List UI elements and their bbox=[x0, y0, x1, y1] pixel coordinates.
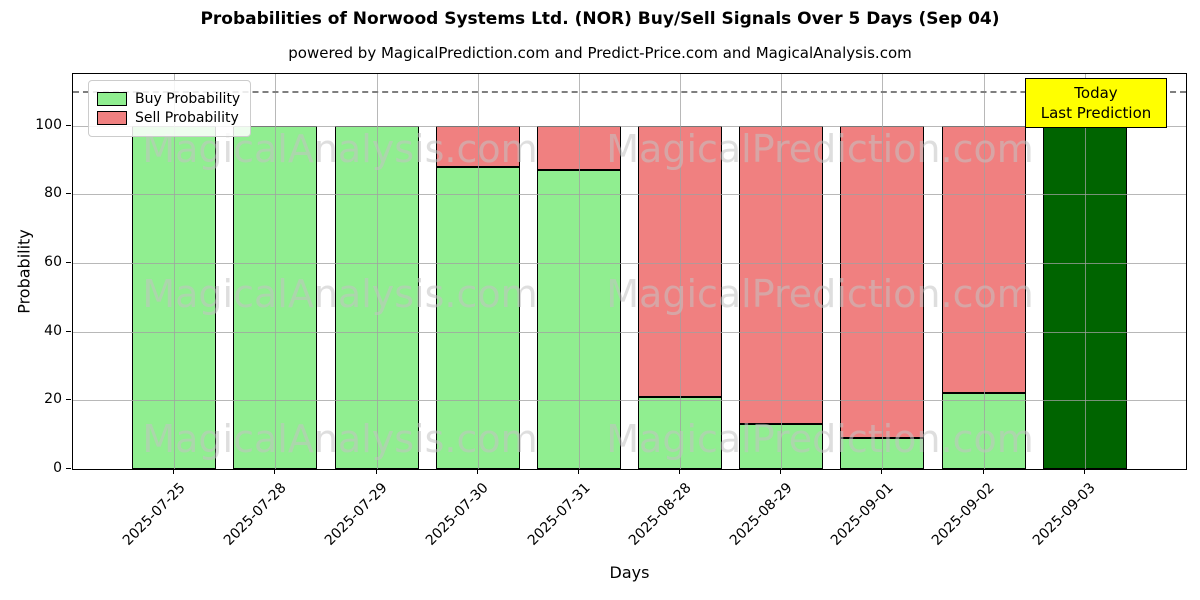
legend-item-buy: Buy Probability bbox=[97, 91, 240, 107]
y-tick-label: 40 bbox=[44, 322, 62, 339]
x-tick-mark bbox=[274, 469, 276, 474]
legend-label: Buy Probability bbox=[135, 91, 241, 107]
x-axis-label: Days bbox=[609, 563, 650, 582]
annotation-line-2: Last Prediction bbox=[1040, 104, 1152, 122]
x-tick-mark bbox=[173, 469, 175, 474]
legend-label: Sell Probability bbox=[135, 110, 239, 126]
v-gridline bbox=[578, 74, 580, 469]
y-tick-label: 100 bbox=[35, 116, 62, 133]
plot-area bbox=[72, 73, 1187, 470]
y-axis-label: Probability bbox=[14, 229, 34, 314]
chart-subtitle: powered by MagicalPrediction.com and Pre… bbox=[288, 44, 912, 62]
legend: Buy Probability Sell Probability bbox=[88, 80, 252, 137]
y-tick-mark bbox=[66, 399, 71, 401]
y-tick-mark bbox=[66, 330, 71, 332]
x-tick-mark bbox=[982, 469, 984, 474]
y-tick-mark bbox=[66, 124, 71, 126]
v-gridline bbox=[174, 74, 176, 469]
h-gridline bbox=[73, 125, 1186, 127]
v-gridline bbox=[882, 74, 884, 469]
annotation-line-1: Today bbox=[1074, 84, 1118, 102]
today-annotation-box: Today Last Prediction bbox=[1025, 78, 1167, 128]
v-gridline bbox=[275, 74, 277, 469]
y-tick-mark bbox=[66, 468, 71, 469]
v-gridline bbox=[376, 74, 378, 469]
y-tick-mark bbox=[66, 193, 71, 195]
h-gridline bbox=[73, 400, 1186, 402]
y-tick-label: 0 bbox=[53, 460, 62, 476]
x-tick-mark bbox=[375, 469, 377, 474]
h-gridline bbox=[73, 331, 1186, 333]
h-gridline bbox=[73, 262, 1186, 264]
x-tick-mark bbox=[679, 469, 681, 474]
v-gridline bbox=[983, 74, 985, 469]
sell-swatch-icon bbox=[97, 111, 127, 125]
x-tick-mark bbox=[881, 469, 883, 474]
v-gridline bbox=[680, 74, 682, 469]
h-gridline bbox=[73, 194, 1186, 196]
chart-title: Probabilities of Norwood Systems Ltd. (N… bbox=[200, 9, 1000, 29]
v-gridline bbox=[1084, 74, 1086, 469]
buy-swatch-icon bbox=[97, 92, 127, 106]
x-tick-mark bbox=[577, 469, 579, 474]
x-tick-label: 2025-09-03 bbox=[888, 477, 1099, 549]
y-tick-label: 80 bbox=[44, 185, 62, 202]
x-tick-mark bbox=[1083, 469, 1085, 474]
x-tick-mark bbox=[476, 469, 478, 474]
x-tick-label-text: 2025-09-03 bbox=[1030, 480, 1100, 549]
v-gridline bbox=[477, 74, 479, 469]
y-tick-label: 60 bbox=[44, 253, 62, 270]
y-tick-label: 20 bbox=[44, 391, 62, 408]
x-tick-mark bbox=[780, 469, 782, 474]
v-gridline bbox=[781, 74, 783, 469]
dashed-threshold-line bbox=[73, 91, 1186, 94]
legend-item-sell: Sell Probability bbox=[97, 110, 240, 126]
y-tick-mark bbox=[66, 261, 71, 263]
